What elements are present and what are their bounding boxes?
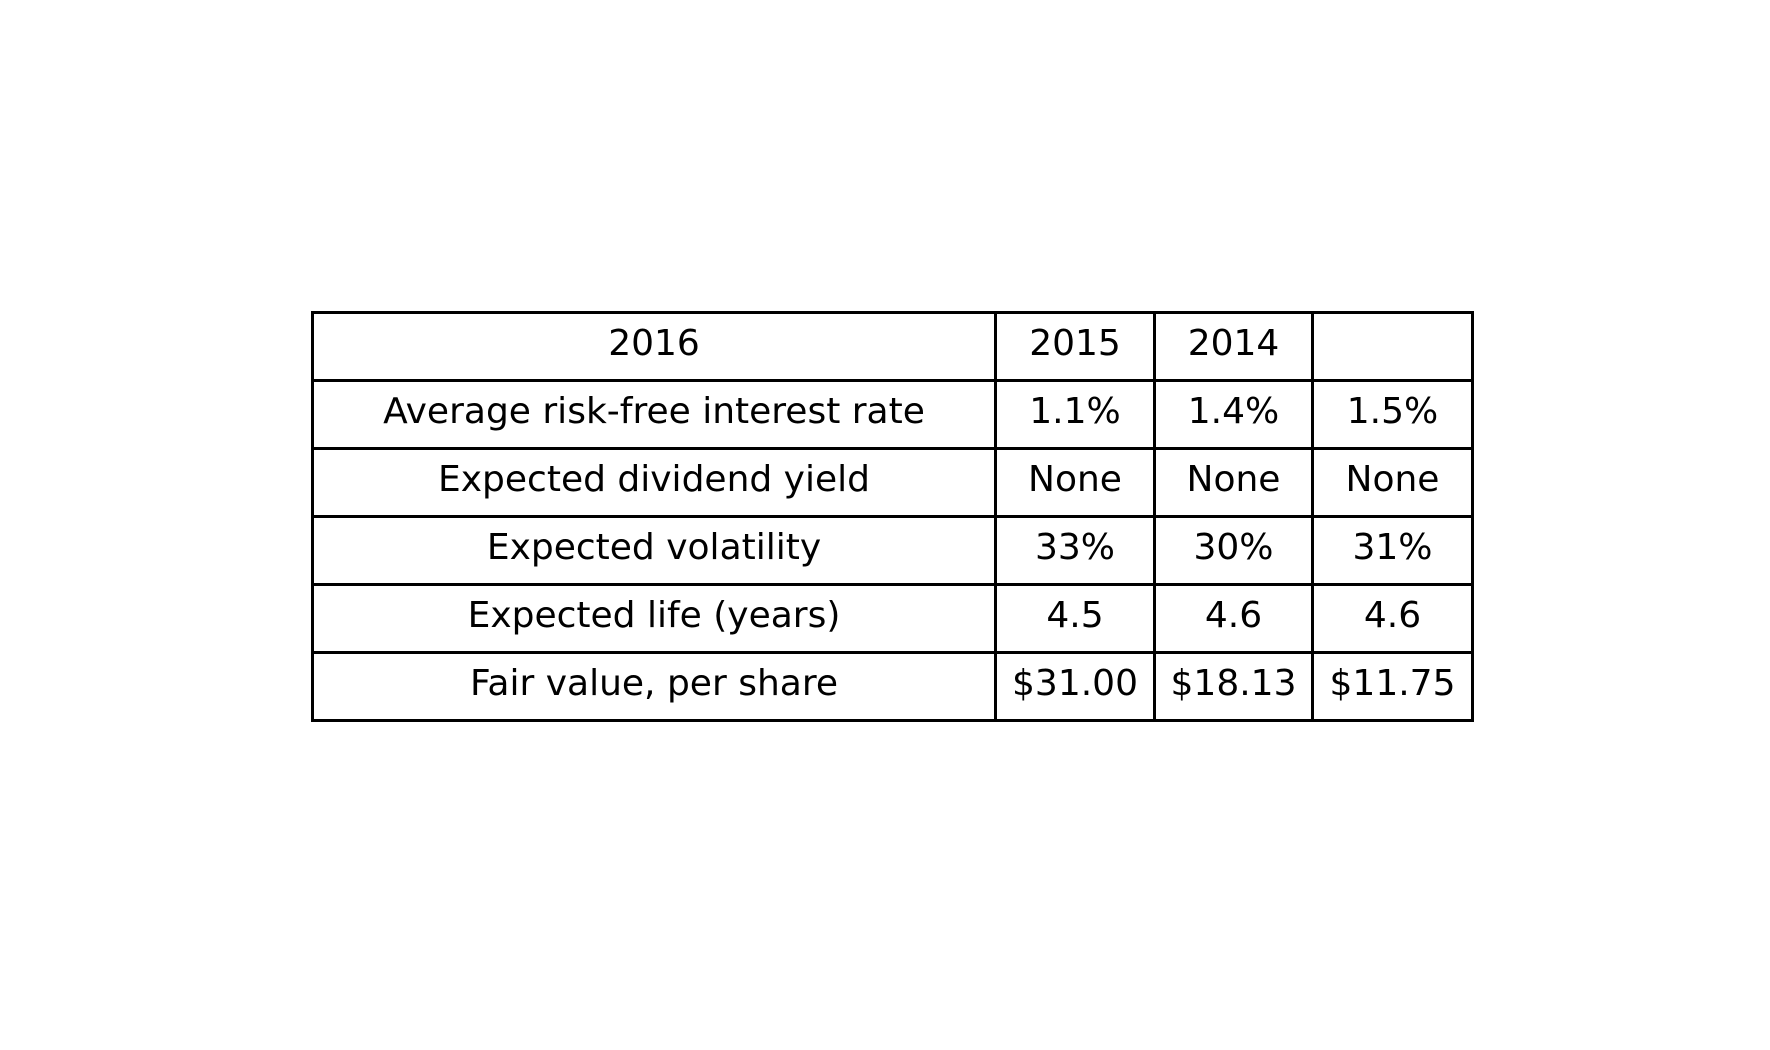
- row-label: Expected life (years): [467, 594, 841, 636]
- row-label-cell: Fair value, per share: [311, 651, 997, 722]
- value-cell: 30%: [1153, 515, 1314, 586]
- cell-value: None: [1186, 458, 1281, 500]
- cell-value: $31.00: [1012, 662, 1138, 704]
- table-header-row: 2016 2015 2014: [311, 311, 1474, 382]
- cell-value: 1.1%: [1029, 390, 1121, 432]
- value-cell: 31%: [1311, 515, 1474, 586]
- cell-value: $11.75: [1329, 662, 1456, 704]
- cell-value: 1.5%: [1346, 390, 1439, 432]
- cell-value: 4.6: [1363, 594, 1422, 636]
- row-label-cell: Average risk-free interest rate: [311, 379, 997, 450]
- cell-value: 31%: [1352, 526, 1433, 568]
- row-label-cell: Expected volatility: [311, 515, 997, 586]
- header-cell: 2014: [1153, 311, 1314, 382]
- value-cell: 4.6: [1153, 583, 1314, 654]
- table-row: Expected volatility 33% 30% 31%: [311, 515, 1474, 586]
- row-label: Average risk-free interest rate: [383, 390, 925, 432]
- value-cell: 4.5: [994, 583, 1156, 654]
- cell-value: 4.5: [1046, 594, 1104, 636]
- value-cell: None: [994, 447, 1156, 518]
- table-row: Average risk-free interest rate 1.1% 1.4…: [311, 379, 1474, 450]
- header-cell-text: 2014: [1187, 322, 1280, 364]
- cell-value: 30%: [1193, 526, 1274, 568]
- value-cell: $11.75: [1311, 651, 1474, 722]
- header-cell: 2016: [311, 311, 997, 382]
- table-row: Expected life (years) 4.5 4.6 4.6: [311, 583, 1474, 654]
- row-label: Fair value, per share: [470, 662, 838, 704]
- table-row: Expected dividend yield None None None: [311, 447, 1474, 518]
- value-cell: None: [1311, 447, 1474, 518]
- cell-value: None: [1028, 458, 1122, 500]
- row-label-cell: Expected life (years): [311, 583, 997, 654]
- value-cell: 4.6: [1311, 583, 1474, 654]
- header-cell-text: 2016: [608, 322, 700, 364]
- value-cell: $18.13: [1153, 651, 1314, 722]
- header-cell: 2015: [994, 311, 1156, 382]
- row-label: Expected dividend yield: [438, 458, 870, 500]
- assumptions-table-container: 2016 2015 2014 Average risk-free interes…: [311, 311, 1474, 722]
- row-label: Expected volatility: [486, 526, 822, 568]
- value-cell: $31.00: [994, 651, 1156, 722]
- table-row: Fair value, per share $31.00 $18.13 $11.…: [311, 651, 1474, 722]
- assumptions-table: 2016 2015 2014 Average risk-free interes…: [311, 311, 1474, 722]
- value-cell: 1.5%: [1311, 379, 1474, 450]
- cell-value: 1.4%: [1187, 390, 1280, 432]
- header-cell: [1311, 311, 1474, 382]
- cell-value: $18.13: [1170, 662, 1297, 704]
- value-cell: 1.4%: [1153, 379, 1314, 450]
- cell-value: None: [1345, 458, 1440, 500]
- header-cell-text: 2015: [1029, 322, 1121, 364]
- cell-value: 4.6: [1204, 594, 1263, 636]
- cell-value: 33%: [1034, 526, 1115, 568]
- row-label-cell: Expected dividend yield: [311, 447, 997, 518]
- value-cell: 33%: [994, 515, 1156, 586]
- value-cell: 1.1%: [994, 379, 1156, 450]
- value-cell: None: [1153, 447, 1314, 518]
